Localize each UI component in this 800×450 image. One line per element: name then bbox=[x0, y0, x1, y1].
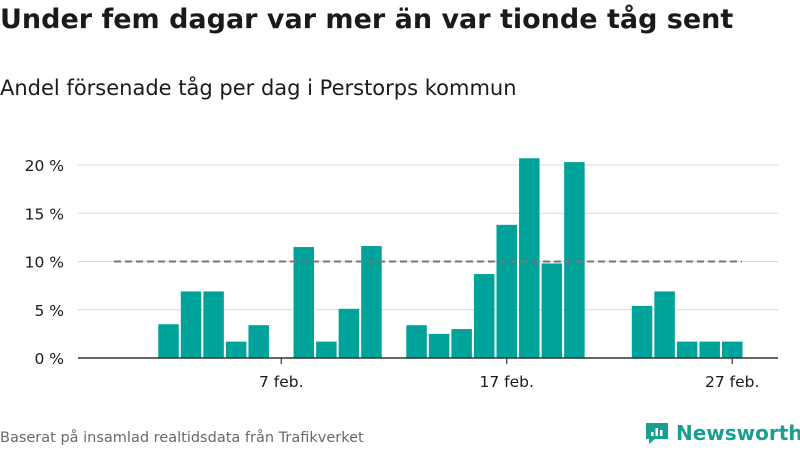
bar bbox=[519, 158, 540, 358]
y-tick-label: 20 % bbox=[25, 157, 64, 175]
chart-subtitle: Andel försenade tåg per dag i Perstorps … bbox=[0, 76, 517, 100]
bar bbox=[361, 246, 382, 358]
brand-name: Newsworthy bbox=[676, 421, 800, 445]
x-tick-label: 27 feb. bbox=[705, 373, 759, 391]
chart-title: Under fem dagar var mer än var tionde tå… bbox=[0, 4, 734, 35]
bar bbox=[158, 324, 179, 358]
bar bbox=[541, 263, 563, 358]
y-tick-label: 15 % bbox=[25, 205, 64, 223]
bar bbox=[451, 329, 472, 358]
bar bbox=[293, 247, 315, 358]
bar bbox=[473, 274, 495, 358]
y-tick-label: 0 % bbox=[34, 350, 64, 368]
bar bbox=[248, 325, 269, 358]
bar bbox=[406, 325, 427, 358]
y-axis-labels: 0 % 5 % 10 % 15 % 20 % bbox=[25, 157, 64, 368]
x-tick-label: 17 feb. bbox=[480, 373, 534, 391]
bar bbox=[564, 162, 585, 358]
bar bbox=[676, 341, 698, 358]
source-note: Baserat på insamlad realtidsdata från Tr… bbox=[0, 430, 364, 446]
bar bbox=[316, 341, 337, 358]
bar bbox=[203, 291, 224, 358]
y-tick-label: 10 % bbox=[25, 254, 64, 272]
bar bbox=[180, 291, 202, 358]
y-tick-label: 5 % bbox=[34, 302, 64, 320]
bar bbox=[428, 333, 450, 358]
gridlines bbox=[78, 164, 778, 311]
bar bbox=[225, 341, 247, 358]
bar bbox=[496, 224, 517, 358]
x-tick-label: 7 feb. bbox=[259, 373, 304, 391]
brand[interactable]: Newsworthy bbox=[644, 420, 800, 446]
x-axis-ticks: 7 feb. 17 feb. 27 feb. bbox=[259, 358, 759, 391]
bars bbox=[158, 158, 743, 358]
bar bbox=[699, 341, 720, 358]
newsworthy-logo-icon bbox=[646, 423, 668, 444]
bar bbox=[338, 308, 360, 358]
bar bbox=[654, 291, 675, 358]
bar bbox=[631, 305, 653, 358]
bar bbox=[722, 341, 743, 358]
